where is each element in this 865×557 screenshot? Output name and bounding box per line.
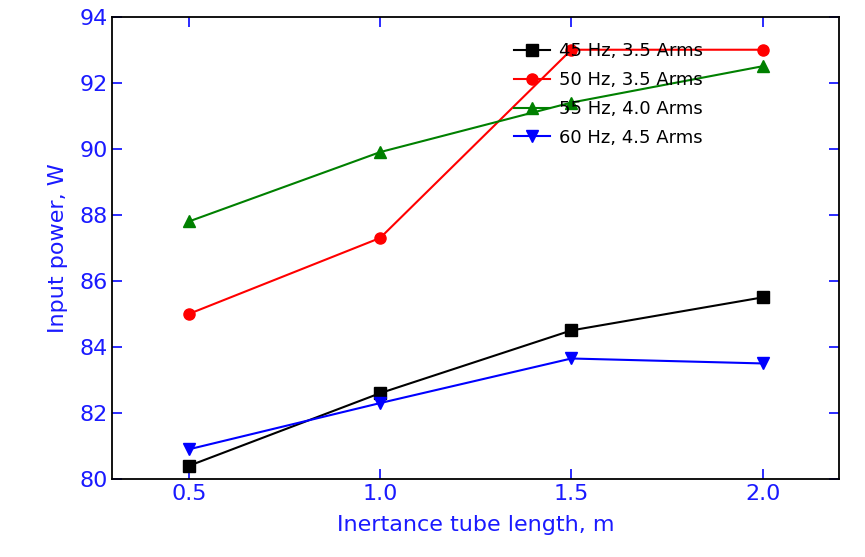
60 Hz, 4.5 Arms	[375, 400, 385, 407]
Line: 55 Hz, 4.0 Arms: 55 Hz, 4.0 Arms	[183, 61, 768, 227]
Y-axis label: Input power, W: Input power, W	[48, 163, 68, 333]
55 Hz, 4.0 Arms	[567, 99, 577, 106]
55 Hz, 4.0 Arms	[375, 149, 385, 155]
60 Hz, 4.5 Arms	[183, 446, 194, 453]
45 Hz, 3.5 Arms	[758, 294, 768, 301]
50 Hz, 3.5 Arms	[375, 234, 385, 241]
X-axis label: Inertance tube length, m: Inertance tube length, m	[337, 515, 614, 535]
45 Hz, 3.5 Arms	[375, 390, 385, 397]
Legend: 45 Hz, 3.5 Arms, 50 Hz, 3.5 Arms, 55 Hz, 4.0 Arms, 60 Hz, 4.5 Arms: 45 Hz, 3.5 Arms, 50 Hz, 3.5 Arms, 55 Hz,…	[507, 35, 710, 154]
Line: 60 Hz, 4.5 Arms: 60 Hz, 4.5 Arms	[183, 353, 768, 455]
Line: 45 Hz, 3.5 Arms: 45 Hz, 3.5 Arms	[183, 292, 768, 471]
55 Hz, 4.0 Arms	[183, 218, 194, 225]
50 Hz, 3.5 Arms	[183, 311, 194, 317]
60 Hz, 4.5 Arms	[758, 360, 768, 367]
45 Hz, 3.5 Arms	[567, 327, 577, 334]
Line: 50 Hz, 3.5 Arms: 50 Hz, 3.5 Arms	[183, 44, 768, 320]
50 Hz, 3.5 Arms	[567, 46, 577, 53]
50 Hz, 3.5 Arms	[758, 46, 768, 53]
55 Hz, 4.0 Arms	[758, 63, 768, 70]
45 Hz, 3.5 Arms	[183, 462, 194, 469]
60 Hz, 4.5 Arms	[567, 355, 577, 362]
